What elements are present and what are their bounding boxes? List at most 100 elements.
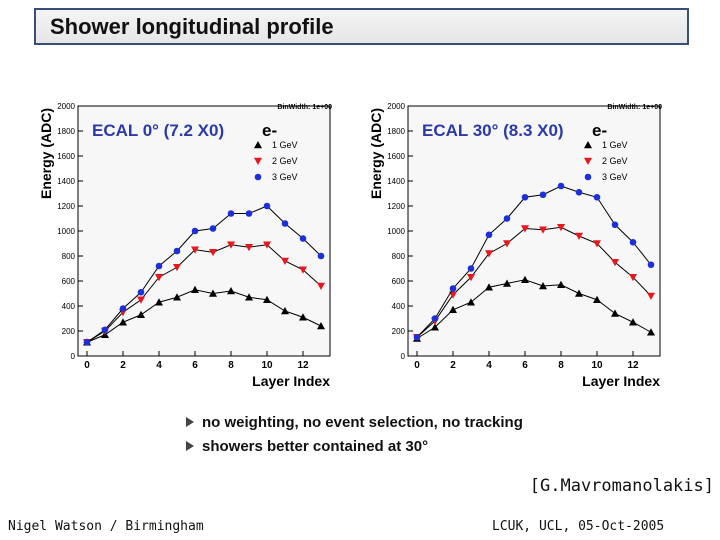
legend-label: 2 GeV — [602, 156, 628, 166]
plot-frame — [407, 105, 661, 357]
chart-title: ECAL 30° (8.3 X0) — [422, 121, 564, 140]
y-tick-label: 2000 — [57, 102, 75, 111]
data-point — [629, 238, 637, 246]
y-tick-label: 0 — [401, 352, 406, 361]
data-point — [611, 309, 619, 317]
y-tick-label: 200 — [62, 327, 76, 336]
data-point — [227, 241, 235, 249]
data-point — [317, 282, 325, 290]
data-point — [647, 292, 655, 300]
series-2 — [83, 202, 325, 346]
chart-title: ECAL 0° (7.2 X0) — [92, 121, 224, 140]
legend-marker — [584, 141, 592, 149]
data-point — [281, 307, 289, 315]
legend-label: 1 GeV — [272, 140, 298, 150]
footer-event: LCUK, UCL, 05-Oct-2005 — [492, 519, 665, 534]
series-line — [86, 205, 322, 343]
data-point — [209, 225, 217, 232]
data-point — [263, 202, 271, 210]
data-point — [575, 289, 583, 297]
x-tick-label: 6 — [192, 360, 198, 371]
y-tick-label: 600 — [392, 277, 406, 286]
data-point — [503, 240, 511, 248]
data-point — [227, 287, 235, 295]
chart-ecal-30deg: 0 200 400 600 800 1000 1200 1400 1600 1800 2000 0 2 4… — [368, 102, 662, 389]
y-axis-label: Energy (ADC) — [368, 108, 384, 199]
data-point — [209, 249, 217, 257]
y-tick-label: 1000 — [57, 227, 75, 236]
data-point — [485, 283, 493, 291]
y-tick-label: 1800 — [387, 127, 405, 136]
legend-title: e- — [592, 121, 607, 140]
data-point — [539, 226, 547, 234]
y-tick-label: 1000 — [387, 227, 405, 236]
data-point — [575, 232, 583, 240]
series-2 — [413, 182, 655, 341]
y-tick-label: 800 — [62, 252, 76, 261]
data-point — [413, 333, 421, 341]
data-point — [647, 328, 655, 336]
y-tick-label: 0 — [71, 352, 76, 361]
data-point — [155, 262, 163, 270]
x-tick-label: 4 — [156, 360, 162, 371]
series-0 — [413, 275, 655, 342]
bullet-text: showers better contained at 30° — [202, 437, 429, 455]
data-point — [317, 322, 325, 330]
data-point — [299, 266, 307, 274]
bullet-list: no weighting, no event selection, no tra… — [186, 410, 523, 458]
legend-label: 3 GeV — [602, 172, 628, 182]
legend-label: 1 GeV — [602, 140, 628, 150]
data-point — [83, 338, 91, 346]
bin-width-label: BinWidth: 1e+00 — [277, 104, 332, 111]
data-point — [101, 326, 109, 334]
legend-marker — [254, 157, 262, 165]
y-tick-label: 400 — [392, 302, 406, 311]
y-tick-label: 200 — [392, 327, 406, 336]
series-line — [86, 289, 322, 343]
data-point — [317, 252, 325, 260]
data-point — [191, 285, 199, 293]
y-tick-label: 1200 — [57, 202, 75, 211]
legend-title: e- — [262, 121, 277, 140]
x-tick-label: 12 — [297, 360, 309, 371]
footer-author: Nigel Watson / Birmingham — [8, 519, 204, 534]
x-tick-label: 2 — [450, 360, 456, 371]
x-tick-label: 6 — [522, 360, 528, 371]
data-point — [449, 285, 457, 292]
data-point — [209, 289, 217, 297]
bullet-item: showers better contained at 30° — [186, 434, 523, 458]
data-point — [449, 291, 457, 299]
data-point — [449, 305, 457, 313]
data-point — [173, 293, 181, 301]
x-tick-label: 10 — [591, 360, 603, 371]
data-point — [467, 298, 475, 306]
data-point — [539, 282, 547, 290]
data-point — [137, 296, 145, 304]
plot-frame — [77, 105, 331, 357]
data-point — [191, 246, 199, 254]
data-point — [593, 240, 601, 248]
data-point — [263, 241, 271, 249]
data-point — [227, 210, 235, 217]
data-point — [521, 275, 529, 283]
data-point — [119, 318, 127, 326]
y-tick-label: 1400 — [387, 177, 405, 186]
data-point — [191, 227, 199, 235]
data-point — [245, 210, 253, 217]
y-axis-label: Energy (ADC) — [38, 108, 54, 199]
data-point — [299, 313, 307, 321]
data-point — [467, 265, 475, 272]
data-point — [155, 274, 163, 282]
data-point — [137, 288, 145, 296]
x-tick-label: 8 — [558, 360, 564, 371]
x-tick-label: 12 — [627, 360, 639, 371]
slide-title: Shower longitudinal profile — [50, 14, 334, 39]
data-point — [503, 215, 511, 222]
data-point — [557, 182, 565, 190]
data-point — [485, 231, 493, 239]
data-point — [629, 318, 637, 326]
data-point — [575, 188, 583, 196]
data-point — [137, 310, 145, 318]
data-point — [281, 257, 289, 265]
x-tick-label: 0 — [414, 360, 420, 371]
